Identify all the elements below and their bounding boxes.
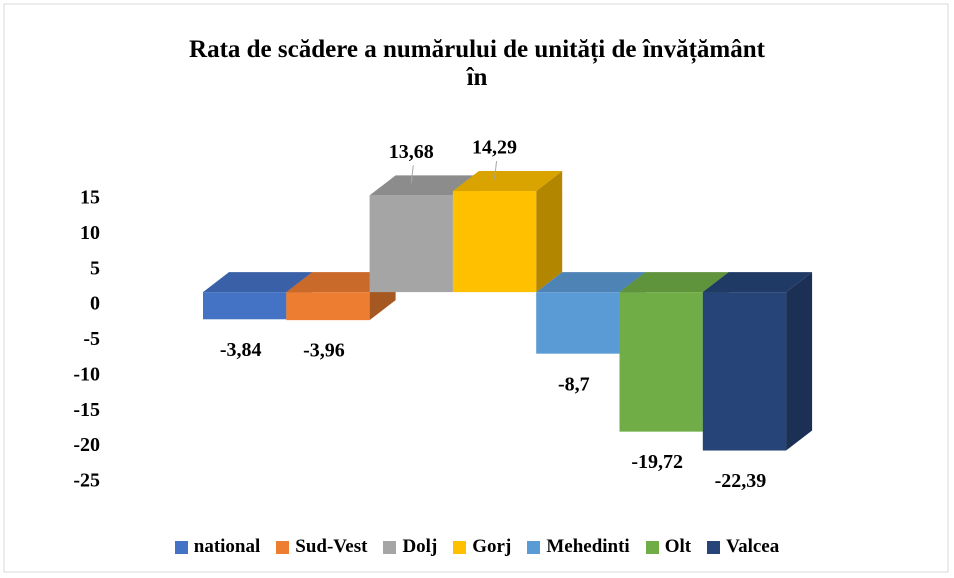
- bar-side: [786, 272, 813, 451]
- legend-label: Sud-Vest: [295, 536, 368, 557]
- y-tick-label: -5: [83, 328, 100, 350]
- y-tick-label: 15: [80, 187, 100, 209]
- bar: [203, 292, 287, 320]
- data-label: -3,96: [303, 340, 345, 362]
- bar: [286, 292, 370, 321]
- leader-line: [410, 165, 414, 184]
- bar-top: [536, 272, 646, 293]
- data-label: 13,68: [389, 141, 434, 163]
- legend-item: Olt: [645, 536, 692, 558]
- data-label: -8,7: [558, 373, 590, 395]
- bar-top: [286, 272, 396, 293]
- y-tick-label: 0: [90, 293, 100, 315]
- legend-swatch: [645, 540, 659, 554]
- bar-top: [452, 171, 563, 192]
- legend-swatch: [453, 540, 467, 554]
- bar: [452, 191, 537, 293]
- y-tick-label: -10: [73, 363, 100, 385]
- legend-swatch: [527, 540, 541, 554]
- data-label: -19,72: [631, 451, 683, 473]
- y-tick-label: -25: [73, 470, 100, 492]
- leader-line: [494, 160, 498, 180]
- legend-label: Gorj: [472, 536, 512, 557]
- bar-top: [702, 272, 813, 293]
- legend: national Sud-Vest Dolj Gorj Mehedinti Olt Valc…: [0, 536, 954, 558]
- legend-label: Mehedinti: [546, 536, 630, 557]
- legend-swatch: [276, 540, 290, 554]
- legend-item: Mehedinti: [527, 536, 630, 558]
- bar-top: [369, 175, 479, 196]
- legend-label: Valcea: [726, 536, 780, 557]
- chart-border: [3, 3, 949, 573]
- data-label: -3,84: [220, 339, 262, 361]
- legend-label: Dolj: [402, 536, 438, 557]
- data-label: -22,39: [715, 470, 767, 492]
- legend-item: Valcea: [707, 536, 779, 558]
- legend-label: national: [193, 536, 261, 557]
- bar: [369, 195, 453, 293]
- legend-label: Olt: [664, 536, 692, 557]
- y-tick-label: -15: [73, 399, 100, 421]
- y-tick-label: -20: [73, 434, 100, 456]
- legend-item: national: [174, 536, 261, 558]
- legend-item: Gorj: [453, 536, 511, 558]
- bar: [702, 292, 787, 451]
- legend-swatch: [383, 540, 397, 554]
- bar-top: [619, 272, 729, 293]
- y-tick-label: 5: [90, 257, 100, 279]
- bar-side: [536, 171, 563, 293]
- data-label: 14,29: [472, 137, 517, 159]
- legend-item: Sud-Vest: [276, 536, 367, 558]
- legend-swatch: [707, 540, 721, 554]
- bar: [619, 292, 703, 432]
- chart-title: Rata de scădere a numărului de unități d…: [189, 36, 765, 91]
- bar-top: [203, 272, 313, 293]
- bar: [536, 292, 620, 354]
- legend-item: Dolj: [383, 536, 437, 558]
- legend-swatch: [174, 540, 188, 554]
- y-tick-label: 10: [80, 222, 100, 244]
